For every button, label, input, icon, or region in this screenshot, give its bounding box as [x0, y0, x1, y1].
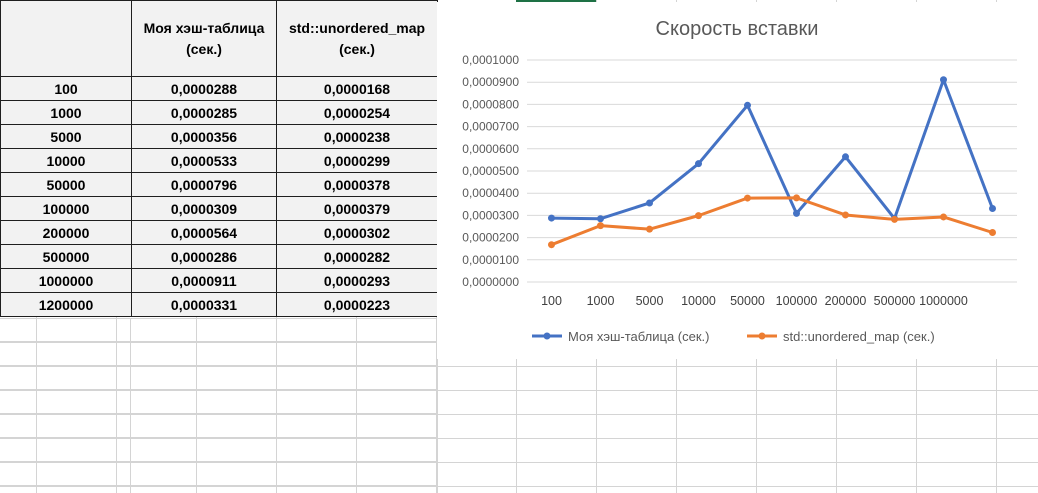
data-point-s1: [646, 199, 653, 207]
data-point-s2: [793, 194, 800, 202]
series-line-2: [550, 196, 993, 247]
data-point-s2: [891, 215, 898, 223]
selected-column-indicator: [516, 0, 596, 2]
cell-my-hash[interactable]: 0,0000331: [131, 292, 277, 317]
cell-my-hash[interactable]: 0,0000533: [131, 148, 277, 173]
y-tick-label: 0,0000500: [462, 164, 519, 178]
data-point-s2: [940, 213, 947, 221]
table-row: 100 0,0000288 0,0000168: [0, 76, 438, 101]
y-tick-label: 0,0000100: [462, 253, 519, 267]
cell-unordered-map[interactable]: 0,0000223: [276, 292, 438, 317]
cell-unordered-map[interactable]: 0,0000299: [276, 148, 438, 173]
series-line-1: [551, 78, 994, 221]
y-tick-label: 0,0000800: [462, 97, 519, 111]
x-tick-label: 500000: [874, 294, 916, 308]
cell-unordered-map[interactable]: 0,0000254: [276, 100, 438, 125]
cell-size[interactable]: 1000: [0, 100, 132, 125]
legend-label: Моя хэш-таблица (сек.): [568, 329, 709, 344]
table-row: 500000 0,0000286 0,0000282: [0, 244, 438, 269]
data-point-s1: [793, 209, 800, 217]
table-row: 1000000 0,0000911 0,0000293: [0, 268, 438, 293]
y-tick-label: 0,0000900: [462, 75, 519, 89]
y-tick-label: 0,0000400: [462, 186, 519, 200]
cell-unordered-map[interactable]: 0,0000379: [276, 196, 438, 221]
legend-label: std::unordered_map (сек.): [783, 329, 935, 344]
y-tick-label: 0,0000200: [462, 231, 519, 245]
legend-swatch-marker: [543, 332, 551, 340]
cell-my-hash[interactable]: 0,0000911: [131, 268, 277, 293]
data-point-s1: [744, 101, 751, 109]
column-divider: [276, 318, 277, 493]
data-table: Моя хэш-таблица (сек.) std::unordered_ma…: [0, 0, 438, 317]
cell-size[interactable]: 50000: [0, 172, 132, 197]
data-point-s2: [646, 225, 653, 233]
table-row: 200000 0,0000564 0,0000302: [0, 220, 438, 245]
empty-sheet-rows: [0, 318, 437, 493]
table-row: 100000 0,0000309 0,0000379: [0, 196, 438, 221]
cell-my-hash[interactable]: 0,0000285: [131, 100, 277, 125]
x-tick-label: 10000: [681, 294, 716, 308]
cell-unordered-map[interactable]: 0,0000282: [276, 244, 438, 269]
data-point-s1: [989, 205, 996, 213]
table-row: 1200000 0,0000331 0,0000223: [0, 292, 438, 317]
x-tick-label: 1000: [587, 294, 615, 308]
data-point-s2: [695, 212, 702, 220]
column-divider: [130, 318, 131, 493]
y-tick-label: 0,0000700: [462, 120, 519, 134]
cell-size[interactable]: 100: [0, 76, 132, 101]
chart-area[interactable]: Скорость вставки 0,0000000 0,0000100 0,0000…: [437, 2, 1038, 359]
cell-my-hash[interactable]: 0,0000286: [131, 244, 277, 269]
data-point-s1: [695, 160, 702, 168]
line-chart: Скорость вставки 0,0000000 0,0000100 0,0000…: [462, 18, 1017, 344]
legend-swatch-marker: [758, 332, 766, 340]
cell-unordered-map[interactable]: 0,0000293: [276, 268, 438, 293]
header-cell-size[interactable]: [0, 0, 132, 77]
cell-size[interactable]: 100000: [0, 196, 132, 221]
y-tick-label: 0,0000000: [462, 275, 519, 289]
data-point-s1: [548, 214, 555, 222]
cell-my-hash[interactable]: 0,0000356: [131, 124, 277, 149]
table-row: 5000 0,0000356 0,0000238: [0, 124, 438, 149]
data-point-s2: [548, 241, 555, 249]
cell-unordered-map[interactable]: 0,0000238: [276, 124, 438, 149]
data-point-s2: [744, 194, 751, 202]
x-tick-label: 1000000: [919, 294, 968, 308]
data-point-s1: [597, 215, 604, 223]
cell-size[interactable]: 1200000: [0, 292, 132, 317]
header-cell-unordered-map[interactable]: std::unordered_map (сек.): [276, 0, 438, 77]
data-point-s2: [989, 228, 996, 236]
table-header-row: Моя хэш-таблица (сек.) std::unordered_ma…: [0, 0, 438, 77]
x-tick-label: 50000: [730, 294, 765, 308]
data-point-s2: [597, 222, 604, 230]
cell-size[interactable]: 500000: [0, 244, 132, 269]
cell-my-hash[interactable]: 0,0000288: [131, 76, 277, 101]
table-row: 10000 0,0000533 0,0000299: [0, 148, 438, 173]
cell-size[interactable]: 5000: [0, 124, 132, 149]
table-row: 50000 0,0000796 0,0000378: [0, 172, 438, 197]
x-tick-label: 100000: [776, 294, 818, 308]
data-point-s1: [940, 76, 947, 84]
y-tick-label: 0,0000600: [462, 142, 519, 156]
table-row: 1000 0,0000285 0,0000254: [0, 100, 438, 125]
cell-unordered-map[interactable]: 0,0000378: [276, 172, 438, 197]
cell-my-hash[interactable]: 0,0000564: [131, 220, 277, 245]
data-point-s1: [842, 153, 849, 161]
x-tick-label: 100: [541, 294, 562, 308]
cell-unordered-map[interactable]: 0,0000168: [276, 76, 438, 101]
cell-my-hash[interactable]: 0,0000796: [131, 172, 277, 197]
chart-title: Скорость вставки: [656, 18, 819, 40]
cell-size[interactable]: 1000000: [0, 268, 132, 293]
y-tick-label: 0,0000300: [462, 208, 519, 222]
x-tick-label: 200000: [825, 294, 867, 308]
cell-size[interactable]: 200000: [0, 220, 132, 245]
x-tick-label: 5000: [636, 294, 664, 308]
header-cell-my-hash[interactable]: Моя хэш-таблица (сек.): [131, 0, 277, 77]
column-divider: [437, 318, 438, 493]
y-tick-label: 0,0001000: [462, 53, 519, 67]
table-body: 100 0,0000288 0,0000168 1000 0,0000285 0,0000…: [0, 76, 438, 317]
data-point-s2: [842, 211, 849, 219]
cell-my-hash[interactable]: 0,0000309: [131, 196, 277, 221]
cell-unordered-map[interactable]: 0,0000302: [276, 220, 438, 245]
cell-size[interactable]: 10000: [0, 148, 132, 173]
